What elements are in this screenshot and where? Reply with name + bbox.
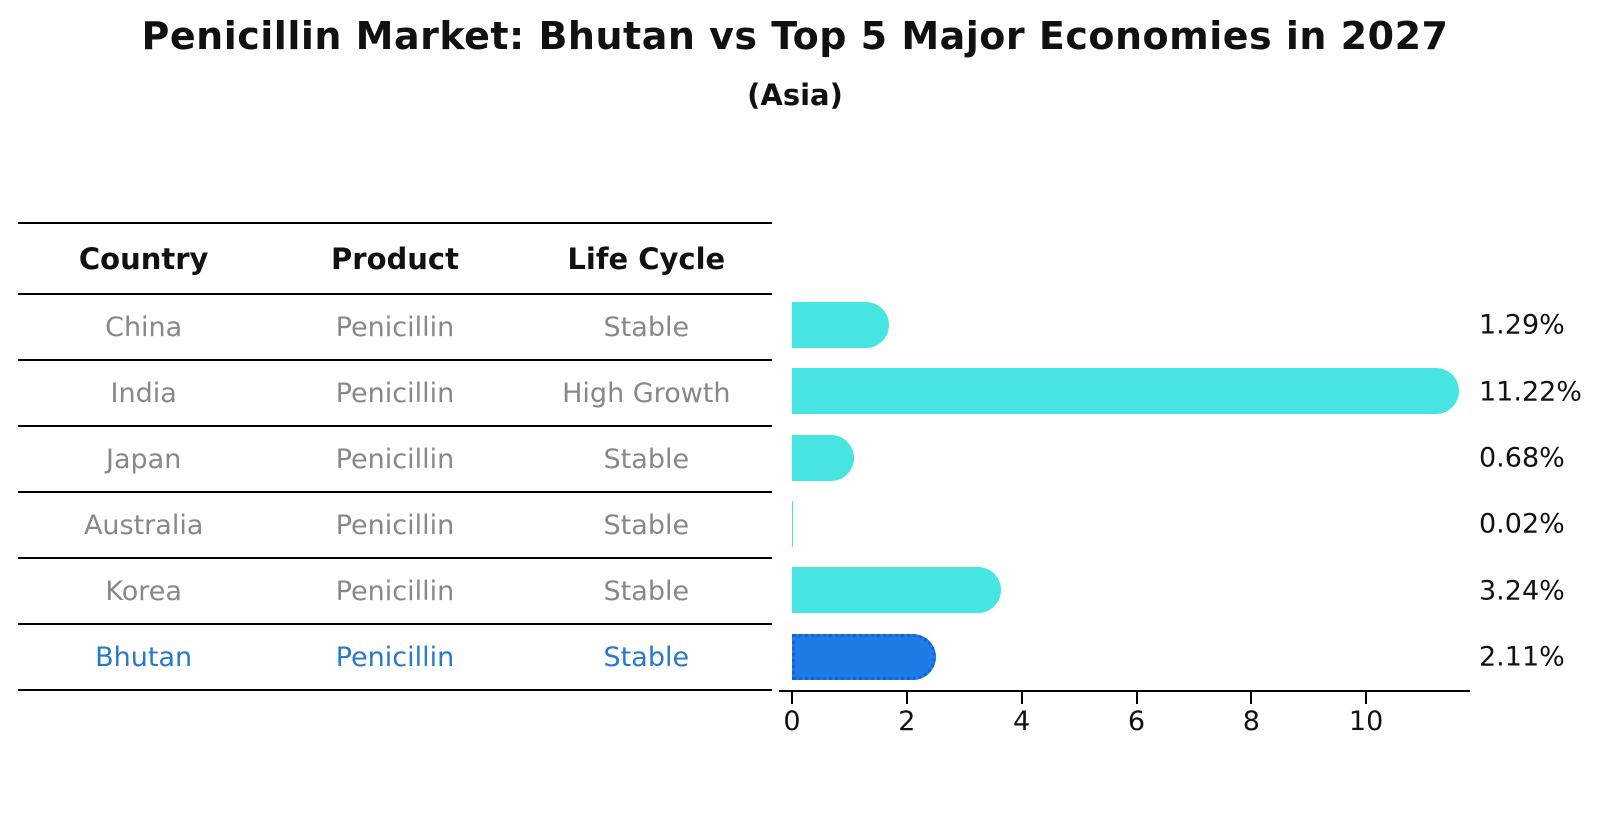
table-row-india: India Penicillin High Growth bbox=[18, 361, 772, 427]
table-row-china: China Penicillin Stable bbox=[18, 295, 772, 361]
value-label-australia: 0.02% bbox=[1479, 508, 1565, 540]
bar-china bbox=[792, 302, 890, 349]
cell-product: Penicillin bbox=[335, 443, 455, 475]
cell-country: India bbox=[110, 377, 177, 409]
bar-japan bbox=[792, 434, 854, 481]
x-tick-label: 8 bbox=[1242, 706, 1260, 737]
cell-life-cycle: Stable bbox=[603, 311, 690, 343]
cell-country: China bbox=[105, 311, 183, 343]
bar-india bbox=[792, 368, 1460, 415]
x-tick-mark bbox=[1135, 692, 1138, 704]
cell-life-cycle: Stable bbox=[603, 575, 690, 607]
x-tick-label: 2 bbox=[898, 706, 916, 737]
x-axis: 0 2 4 6 8 10 bbox=[783, 690, 1470, 750]
table-header-country: Country bbox=[78, 241, 209, 276]
x-tick-mark bbox=[791, 692, 793, 704]
cell-country: Australia bbox=[83, 509, 204, 541]
table-row-korea: Korea Penicillin Stable bbox=[18, 559, 772, 625]
x-tick-label: 4 bbox=[1013, 706, 1031, 737]
x-tick-mark bbox=[1020, 692, 1023, 704]
bar-slot bbox=[792, 557, 1470, 623]
cell-product: Penicillin bbox=[335, 311, 455, 343]
table-row-japan: Japan Penicillin Stable bbox=[18, 427, 772, 493]
value-labels: 1.29% 11.22% 0.68% 0.02% 3.24% 2.11% bbox=[1479, 292, 1604, 690]
x-tick-label: 10 bbox=[1348, 706, 1384, 737]
table-row-bhutan: Bhutan Penicillin Stable bbox=[18, 625, 772, 691]
x-tick-label: 0 bbox=[783, 706, 801, 737]
cell-life-cycle: Stable bbox=[603, 509, 690, 541]
bar-slot bbox=[792, 425, 1470, 491]
bar-korea bbox=[792, 567, 1001, 614]
chart-title: Penicillin Market: Bhutan vs Top 5 Major… bbox=[141, 14, 1449, 58]
cell-product: Penicillin bbox=[335, 575, 455, 607]
table-header-row: Country Product Life Cycle bbox=[18, 224, 772, 295]
table-row-australia: Australia Penicillin Stable bbox=[18, 493, 772, 559]
country-table: Country Product Life Cycle China Penicill… bbox=[18, 222, 772, 691]
cell-country: Japan bbox=[106, 443, 182, 475]
cell-life-cycle: Stable bbox=[603, 641, 690, 673]
x-tick-mark bbox=[1365, 692, 1368, 704]
cell-product: Penicillin bbox=[335, 641, 455, 673]
bar-slot bbox=[792, 358, 1470, 424]
value-label-india: 11.22% bbox=[1479, 376, 1582, 407]
bar-slot bbox=[792, 624, 1470, 690]
cell-life-cycle: Stable bbox=[603, 443, 690, 475]
value-label-korea: 3.24% bbox=[1479, 575, 1565, 606]
cell-country: Bhutan bbox=[95, 641, 193, 673]
cell-product: Penicillin bbox=[335, 377, 455, 409]
x-tick-mark bbox=[1250, 692, 1253, 704]
x-tick-mark bbox=[905, 692, 908, 704]
bar-slot bbox=[792, 491, 1470, 557]
x-axis-line bbox=[779, 690, 1470, 692]
bar-australia bbox=[792, 501, 794, 548]
bar-bhutan bbox=[792, 633, 937, 680]
table-header-lifecycle: Life Cycle bbox=[567, 241, 726, 276]
value-label-japan: 0.68% bbox=[1479, 442, 1565, 474]
table-header-product: Product bbox=[331, 241, 459, 276]
x-tick-label: 6 bbox=[1127, 706, 1146, 737]
chart-subtitle: (Asia) bbox=[747, 78, 843, 112]
cell-product: Penicillin bbox=[335, 509, 455, 541]
value-label-bhutan: 2.11% bbox=[1479, 641, 1565, 673]
value-label-china: 1.29% bbox=[1479, 309, 1565, 341]
cell-country: Korea bbox=[105, 575, 182, 607]
plot-area bbox=[779, 292, 1470, 692]
bar-slot bbox=[792, 292, 1470, 358]
cell-life-cycle: High Growth bbox=[562, 377, 731, 409]
table-rows: China Penicillin Stable India Penicillin High… bbox=[18, 295, 772, 691]
